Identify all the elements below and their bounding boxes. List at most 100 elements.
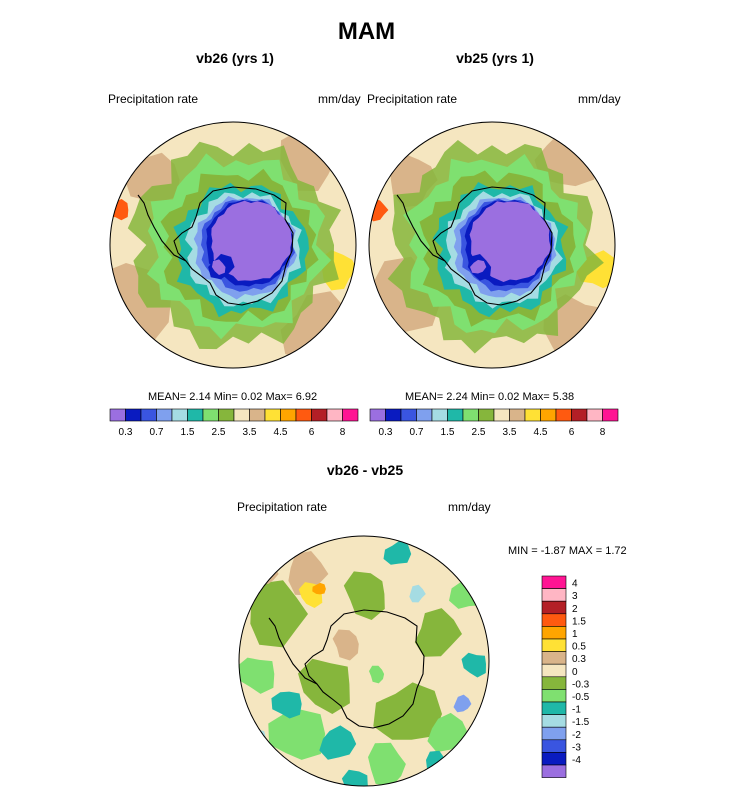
panel-1-units-label: mm/day: [318, 92, 361, 106]
panel-2-stats: MEAN= 2.24 Min= 0.02 Max= 5.38: [405, 391, 574, 403]
colorbar-swatch: [264, 408, 281, 422]
colorbar-tick-label: 0: [572, 667, 578, 678]
colorbar-swatch: [311, 408, 328, 422]
colorbar-tick-label: 0.7: [410, 427, 424, 438]
panel-1-mean-value: 2.14: [189, 391, 211, 403]
colorbar-tick-label: 6: [309, 427, 315, 438]
field-region: [250, 580, 308, 648]
field-region: [271, 691, 302, 719]
colorbar-swatch: [571, 408, 588, 422]
colorbar-tick-label: 0.3: [119, 427, 133, 438]
map-field: [239, 536, 489, 786]
panel-1-title: vb26 (yrs 1): [196, 50, 274, 66]
colorbar-swatch: [431, 408, 448, 422]
field-region: [368, 742, 406, 786]
colorbar-swatch: [541, 739, 567, 753]
field-region: [343, 571, 385, 620]
colorbar-swatch: [416, 408, 433, 422]
panel-1-colorbar: 0.3 0.7 1.5 2.5 3.5 4.5 6 8: [109, 408, 359, 438]
colorbar-tick-label: -3: [572, 742, 581, 753]
coastline: [304, 609, 425, 729]
colorbar-tick-label: 2.5: [472, 427, 486, 438]
map-border: [109, 121, 357, 369]
colorbar-swatch: [187, 408, 204, 422]
colorbar-swatch: [400, 408, 417, 422]
colorbar-tick-label: -1: [572, 705, 581, 716]
colorbar-swatch: [541, 663, 567, 678]
colorbar-tick-label: 4.5: [534, 427, 548, 438]
colorbar-swatch: [202, 408, 219, 422]
panel-3-variable-label: Precipitation rate: [237, 500, 328, 514]
panel-3-title: vb26 - vb25: [326, 462, 404, 478]
field-region: [453, 694, 472, 713]
colorbar-tick-label: 3: [572, 591, 578, 602]
colorbar-swatch: [541, 676, 567, 690]
field-region: [461, 652, 486, 678]
field-region: [298, 658, 350, 714]
colorbar-swatch: [295, 408, 312, 422]
coastline: [173, 186, 294, 306]
panel-3-min-label: MIN =: [508, 545, 538, 557]
colorbar-swatch: [218, 408, 235, 422]
colorbar-tick-label: 0.5: [572, 642, 586, 653]
panel-3-polar-map: [238, 535, 490, 787]
panel-1-min-label: Min=: [213, 391, 238, 403]
colorbar-swatch: [541, 701, 567, 715]
colorbar-tick-label: 3.5: [503, 427, 517, 438]
colorbar-tick-label: 2.5: [212, 427, 226, 438]
colorbar-tick-label: 0.7: [150, 427, 164, 438]
field-region: [469, 201, 551, 282]
colorbar-swatch: [109, 408, 126, 422]
panel-3-units-label: mm/day: [448, 500, 491, 514]
panel-3-max-label: MAX =: [568, 545, 603, 557]
colorbar-tick-label: 1.5: [181, 427, 195, 438]
panel-2-title: vb25 (yrs 1): [456, 50, 534, 66]
colorbar-swatch: [462, 408, 479, 422]
colorbar-tick-label: -0.3: [572, 679, 590, 690]
colorbar-tick-label: 2: [572, 604, 578, 615]
panel-2-max-label: Max=: [522, 391, 550, 403]
peninsula-coastline: [396, 194, 446, 262]
field-region: [383, 540, 412, 565]
colorbar-swatch: [541, 575, 567, 589]
colorbar-swatch: [478, 408, 495, 422]
colorbar-swatch: [541, 588, 567, 602]
panel-1-max-label: Max=: [265, 391, 293, 403]
colorbar-tick-label: 3.5: [243, 427, 257, 438]
colorbar-swatch: [586, 408, 603, 422]
panel-2-colorbar: 0.3 0.7 1.5 2.5 3.5 4.5 6 8: [369, 408, 619, 438]
colorbar-tick-label: 1: [572, 629, 578, 640]
panel-2-mean-value: 2.24: [446, 391, 468, 403]
map-field: [110, 122, 356, 368]
panel-3-min-value: -1.87: [540, 545, 566, 557]
field-region: [319, 725, 357, 760]
coastline: [432, 186, 553, 306]
colorbar-swatch: [555, 408, 572, 422]
map-border: [368, 121, 616, 369]
colorbar-swatch: [447, 408, 464, 422]
panel-1-variable-label: Precipitation rate: [108, 92, 199, 106]
colorbar-swatch: [540, 408, 557, 422]
field-region: [244, 729, 267, 749]
panel-2-polar-map: [368, 121, 616, 369]
colorbar-swatch: [140, 408, 157, 422]
colorbar-tick-label: 4.5: [274, 427, 288, 438]
colorbar-swatch: [541, 613, 567, 627]
colorbar-swatch: [233, 408, 250, 422]
field-region: [369, 665, 385, 684]
colorbar-swatch: [156, 408, 173, 422]
panel-2-max-value: 5.38: [552, 391, 575, 403]
panel-1-mean-label: MEAN=: [148, 391, 187, 403]
colorbar-swatch: [541, 726, 567, 741]
colorbar-swatch: [509, 408, 526, 422]
panel-3-colorbar: 43 21.5 1 0.50.3 0-0.3 -0.5 -1-1.5 -2-3 -4: [541, 575, 590, 778]
field-region: [427, 712, 469, 753]
colorbar-tick-label: -2: [572, 730, 581, 741]
colorbar-swatch: [541, 626, 567, 640]
field-region: [211, 259, 226, 275]
field-region: [409, 584, 426, 603]
colorbar-swatch: [541, 764, 567, 778]
colorbar-tick-label: 1.5: [441, 427, 455, 438]
colorbar-swatch: [541, 651, 567, 665]
peninsula-coastline: [137, 194, 187, 262]
